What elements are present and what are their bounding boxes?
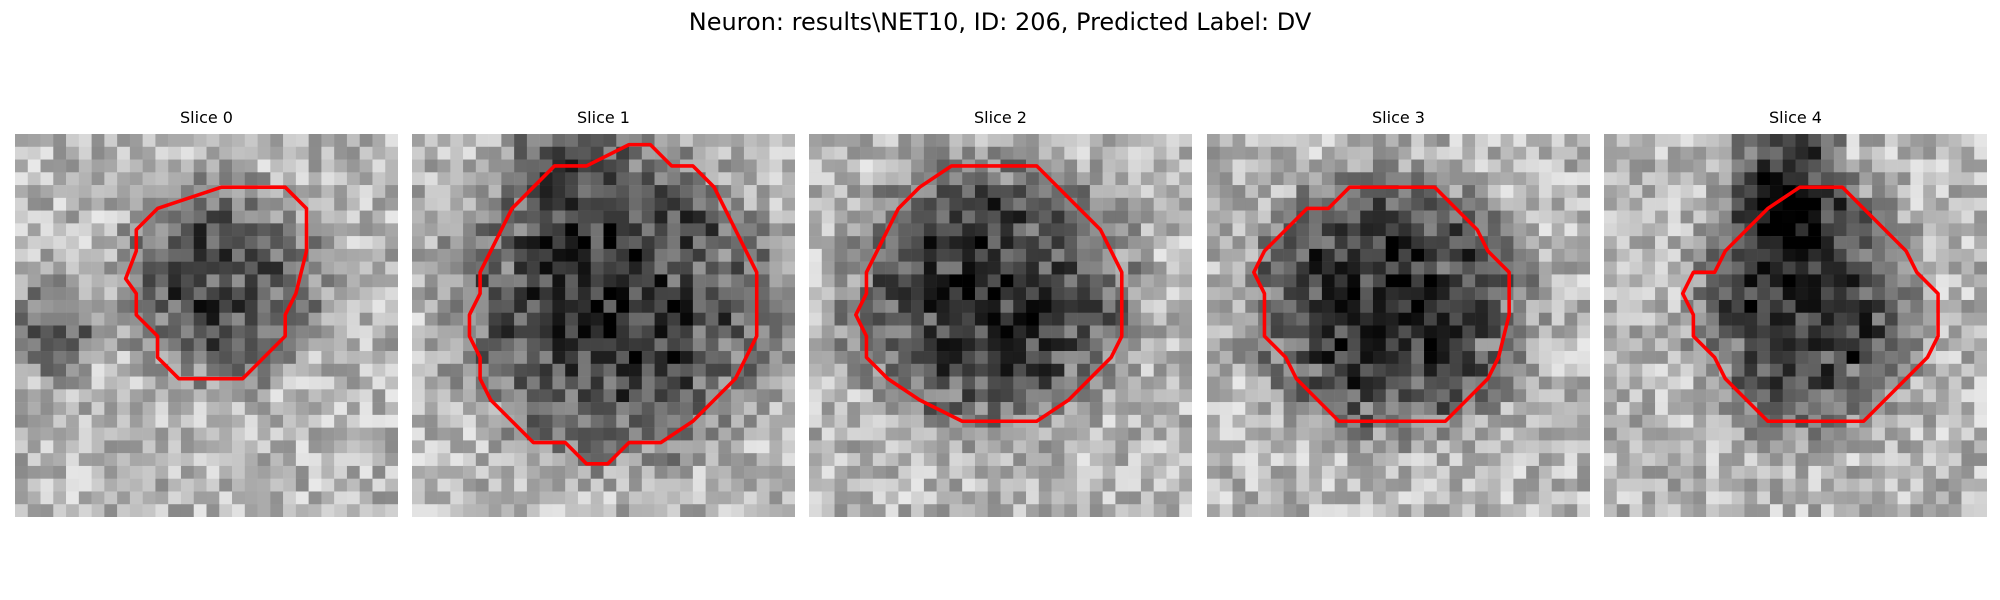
roi-contour <box>1252 185 1511 424</box>
pixel-grid <box>809 134 1192 517</box>
slice-image <box>809 134 1192 517</box>
roi-contour <box>123 185 309 381</box>
roi-contour <box>854 164 1124 424</box>
pixel-grid <box>1604 134 1987 517</box>
roi-contour <box>467 142 759 466</box>
roi-contour <box>1680 185 1940 424</box>
slice-image <box>15 134 398 517</box>
slice-title: Slice 2 <box>974 108 1027 127</box>
slice-panel-2: Slice 2 <box>809 108 1192 517</box>
slice-title: Slice 1 <box>577 108 630 127</box>
pixel-grid <box>15 134 398 517</box>
pixel-grid <box>1207 134 1590 517</box>
figure-title: Neuron: results\NET10, ID: 206, Predicte… <box>688 8 1312 36</box>
slice-title: Slice 3 <box>1372 108 1425 127</box>
slice-image <box>412 134 795 517</box>
pixel-grid <box>412 134 795 517</box>
slice-panel-1: Slice 1 <box>412 108 795 517</box>
slice-panel-3: Slice 3 <box>1207 108 1590 517</box>
slice-image <box>1207 134 1590 517</box>
slice-title: Slice 4 <box>1769 108 1822 127</box>
slice-panel-0: Slice 0 <box>15 108 398 517</box>
slice-panel-4: Slice 4 <box>1604 108 1987 517</box>
slice-image <box>1604 134 1987 517</box>
slice-title: Slice 0 <box>180 108 233 127</box>
